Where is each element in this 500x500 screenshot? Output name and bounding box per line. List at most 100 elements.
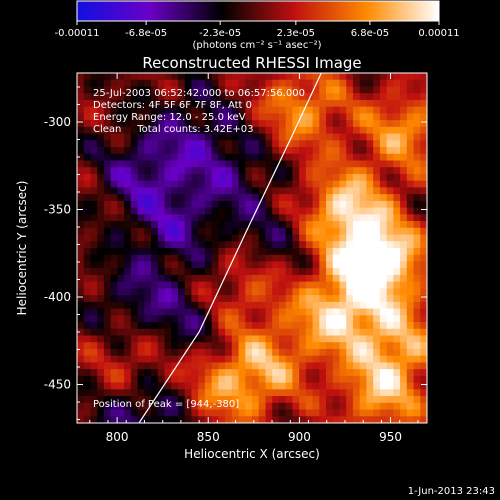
heatmap-cell [400,369,408,377]
heatmap-cell [305,133,314,141]
heatmap-cell [204,301,213,310]
heatmap-cell [211,86,219,94]
heatmap-cell [386,113,394,121]
heatmap-cell [231,187,240,195]
heatmap-cell [171,153,179,162]
heatmap-cell [191,214,199,222]
heatmap-cell [130,248,139,256]
heatmap-cell [278,227,287,236]
heatmap-cell [97,133,105,141]
heatmap-cell [420,261,427,269]
heatmap-cell [299,308,307,316]
heatmap-cell [292,396,300,404]
heatmap-cell [238,227,246,236]
heatmap-cell [285,355,293,364]
heatmap-cell [110,362,118,370]
heatmap-cell [366,187,374,195]
heatmap-cell [319,79,327,88]
heatmap-cell [252,221,260,229]
heatmap-cell [191,187,199,195]
heatmap-cell [278,79,287,88]
heatmap-cell [231,409,240,417]
heatmap-cell [157,355,166,364]
heatmap-cell [137,187,145,195]
heatmap-cell [238,99,246,108]
heatmap-cell [413,214,421,222]
heatmap-cell [97,261,105,269]
heatmap-cell [198,194,206,202]
heatmap-cell [211,113,219,121]
heatmap-cell [231,328,240,337]
heatmap-cell [285,126,293,135]
heatmap-cell [238,409,246,417]
heatmap-cell [103,375,112,384]
heatmap-cell [406,113,415,121]
heatmap-cell [238,113,246,121]
heatmap-cell [413,416,421,423]
heatmap-cell [339,362,347,370]
heatmap-cell [144,221,152,229]
heatmap-cell [285,167,293,175]
heatmap-cell [124,402,132,411]
heatmap-cell [144,86,152,94]
heatmap-cell [218,301,226,310]
heatmap-cell [211,396,219,404]
heatmap-cell [265,241,273,249]
heatmap-cell [252,348,260,357]
heatmap-cell [258,409,267,417]
heatmap-cell [406,342,415,350]
heatmap-cell [117,167,125,175]
heatmap-cell [238,254,246,263]
heatmap-cell [258,73,267,81]
heatmap-cell [406,79,415,88]
heatmap-cell [379,274,388,283]
heatmap-cell [103,416,112,423]
heatmap-cell [258,207,267,215]
heatmap-cell [379,73,388,81]
heatmap-cell [130,268,139,276]
heatmap-cell [278,187,287,195]
heatmap-cell [103,120,112,128]
heatmap-cell [359,234,368,242]
heatmap-cell [77,348,85,357]
heatmap-cell [231,315,240,323]
heatmap-cell [231,416,240,423]
heatmap-cell [124,167,132,175]
heatmap-cell [272,241,280,249]
heatmap-cell [171,315,179,323]
heatmap-cell [144,342,152,350]
heatmap-cell [103,241,112,249]
heatmap-cell [245,268,253,276]
heatmap-cell [97,301,105,310]
heatmap-cell [90,73,98,81]
heatmap-cell [77,281,85,289]
heatmap-cell [191,93,199,101]
heatmap-cell [379,416,388,423]
heatmap-cell [191,261,199,269]
heatmap-cell [225,126,233,135]
heatmap-cell [332,308,341,316]
heatmap-cell [225,396,233,404]
heatmap-cell [164,301,172,310]
heatmap-cell [218,86,226,94]
heatmap-cell [218,187,226,195]
heatmap-cell [299,396,307,404]
heatmap-cell [77,200,85,209]
heatmap-cell [406,402,415,411]
heatmap-cell [352,308,361,316]
heatmap-cell [144,200,152,209]
heatmap-cell [177,301,186,310]
heatmap-cell [413,241,421,249]
heatmap-cell [184,140,193,148]
heatmap-cell [386,221,394,229]
heatmap-cell [373,375,381,384]
heatmap-cell [379,335,388,343]
heatmap-cell [124,99,132,108]
heatmap-cell [359,369,368,377]
heatmap-cell [332,241,341,249]
heatmap-cell [413,153,421,162]
heatmap-cell [278,295,287,303]
heatmap-cell [326,160,334,168]
heatmap-cell [238,241,246,249]
heatmap-cell [386,241,394,249]
